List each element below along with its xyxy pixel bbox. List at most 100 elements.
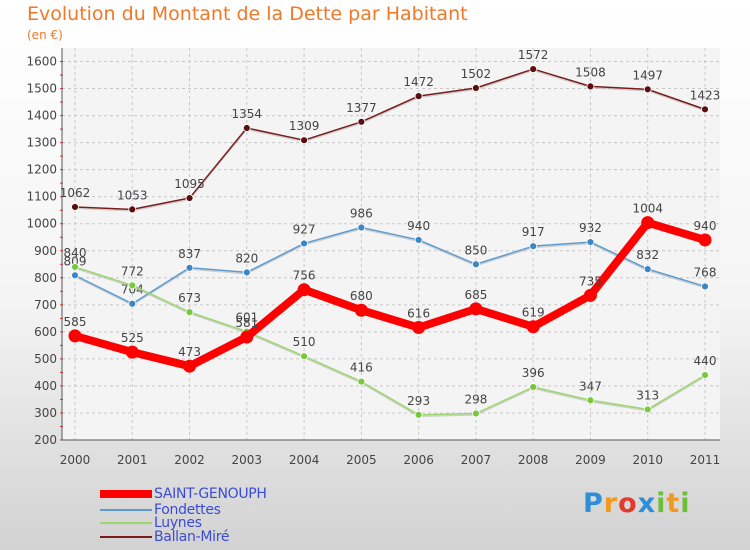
data-label: 1095 <box>174 177 205 191</box>
plot-area <box>62 48 720 440</box>
data-label: 416 <box>350 361 373 375</box>
x-tick-label: 2007 <box>461 453 492 467</box>
series-line <box>74 68 706 211</box>
logo-letter: P <box>583 488 604 519</box>
data-point <box>526 320 540 334</box>
data-point <box>128 299 137 308</box>
data-point <box>529 242 538 251</box>
data-label: 293 <box>407 394 430 408</box>
data-label: 735 <box>579 274 602 288</box>
legend-swatch-fondettes <box>100 509 152 511</box>
data-label: 680 <box>350 289 373 303</box>
data-point <box>300 136 308 145</box>
data-label: 986 <box>350 207 373 221</box>
data-label: 850 <box>464 243 487 257</box>
logo-letter: o <box>618 488 638 519</box>
x-tick-label: 2002 <box>174 453 205 467</box>
data-point <box>185 308 194 317</box>
data-point <box>529 65 538 73</box>
logo-letter: i <box>656 488 667 519</box>
data-point <box>469 302 483 316</box>
data-point <box>242 124 251 132</box>
data-point <box>128 205 137 214</box>
y-tick-label: 600 <box>34 325 57 339</box>
data-label: 1053 <box>117 188 148 202</box>
data-point <box>125 345 139 359</box>
data-label: 298 <box>464 393 487 407</box>
data-point <box>698 233 712 247</box>
data-label: 837 <box>178 247 201 261</box>
data-label: 768 <box>694 265 717 279</box>
data-point <box>185 194 194 202</box>
logo-letter: x <box>637 488 657 519</box>
legend-swatch-luynes <box>100 522 152 524</box>
chart-title: Evolution du Montant de la Dette par Hab… <box>27 3 468 25</box>
data-label: 1377 <box>346 101 377 115</box>
legend-label-fondettes: Fondettes <box>154 502 221 518</box>
y-tick-label: 1200 <box>26 163 57 177</box>
x-tick-label: 2001 <box>117 453 148 467</box>
data-point <box>701 105 709 114</box>
data-label: 1309 <box>289 119 320 133</box>
data-label: 1508 <box>575 65 606 79</box>
series-line <box>73 218 707 371</box>
data-label: 616 <box>407 307 430 321</box>
data-point <box>641 216 655 230</box>
legend-item-fondettes: Fondettes <box>100 502 300 518</box>
data-point <box>128 281 137 290</box>
data-label: 1062 <box>60 186 91 200</box>
data-point <box>472 409 480 418</box>
series-shadow <box>74 267 706 417</box>
data-point <box>240 330 254 344</box>
data-point <box>68 329 82 343</box>
data-point <box>297 283 311 297</box>
logo-letter: r <box>603 488 619 519</box>
x-tick-label: 2005 <box>346 453 377 467</box>
data-point <box>529 383 538 391</box>
data-label: 510 <box>293 335 316 349</box>
data-point <box>183 359 197 373</box>
data-label: 832 <box>636 248 659 262</box>
legend-label-luynes: Luynes <box>154 515 202 531</box>
legend-item-luynes: Luynes <box>100 515 300 531</box>
x-tick-label: 2009 <box>575 453 606 467</box>
legend-swatch-ballan-mire <box>100 536 152 538</box>
data-label: 820 <box>235 251 258 265</box>
x-tick-label: 2011 <box>690 453 721 467</box>
x-tick-label: 2008 <box>518 453 549 467</box>
data-point <box>643 405 652 414</box>
data-point <box>242 268 251 277</box>
data-point <box>414 410 423 419</box>
data-point <box>472 84 480 92</box>
data-point <box>357 223 366 232</box>
data-point <box>414 236 423 244</box>
x-tick-label: 2006 <box>403 453 434 467</box>
y-tick-label: 1500 <box>26 82 57 96</box>
x-tick-label: 2003 <box>232 453 263 467</box>
legend-item-saint-genouph: SAINT-GENOUPH <box>100 486 300 502</box>
unit-label: (en €) <box>27 28 63 42</box>
data-label: 313 <box>636 388 659 402</box>
data-point <box>701 371 709 380</box>
data-label: 1423 <box>690 88 721 102</box>
y-tick-label: 900 <box>34 244 57 258</box>
data-label: 840 <box>64 246 87 260</box>
data-label: 525 <box>121 331 144 345</box>
y-tick-label: 1400 <box>26 109 57 123</box>
data-label: 1004 <box>632 202 663 216</box>
data-point <box>586 396 595 405</box>
data-label: 756 <box>293 269 316 283</box>
data-label: 1354 <box>232 107 263 121</box>
data-point <box>643 265 652 274</box>
data-label: 1497 <box>632 68 663 82</box>
y-tick-label: 300 <box>34 406 57 420</box>
data-label: 940 <box>407 219 430 233</box>
data-label: 673 <box>178 291 201 305</box>
data-label: 1502 <box>461 67 492 81</box>
data-point <box>643 85 652 94</box>
data-label: 440 <box>694 354 717 368</box>
data-point <box>71 271 79 280</box>
y-tick-label: 200 <box>34 433 57 447</box>
data-label: 619 <box>522 306 545 320</box>
data-label: 772 <box>121 264 144 278</box>
